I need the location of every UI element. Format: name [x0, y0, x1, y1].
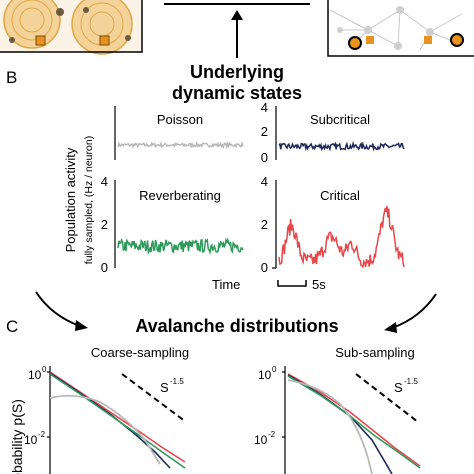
tick-subcritical-2: 2	[261, 124, 268, 139]
slope-reference-line-left	[121, 373, 187, 423]
y-tick-sub-mid-exp: -2	[268, 430, 276, 439]
panel-c-letter: C	[6, 317, 18, 336]
tick-critical-2: 2	[261, 217, 268, 232]
tile-critical: Critical	[272, 180, 405, 269]
y-tick-sub-top-exp: 0	[272, 365, 277, 374]
trace-poisson	[117, 140, 244, 150]
curve-reverberating-left	[49, 373, 186, 469]
curve-reverberating-right	[287, 375, 421, 469]
y-axis-label-fully-sampled: fully sampled, (Hz / neuron)	[83, 136, 95, 264]
coarse-sampling-illustration	[0, 0, 143, 55]
tile-title-subcritical: Subcritical	[310, 112, 370, 127]
curve-poisson-right	[287, 379, 373, 474]
plot-sub-sampling: Sub-sampling 10 0 10 -2 S -1.5	[254, 345, 421, 474]
curved-arrow-down-right-icon	[35, 291, 88, 331]
tile-title-poisson: Poisson	[157, 112, 203, 127]
curve-critical-left	[49, 371, 186, 463]
slope-label-left: S	[160, 380, 169, 395]
trace-reverberating	[117, 237, 244, 256]
slope-label-right: S	[394, 380, 403, 395]
panel-a-top-strip	[0, 0, 474, 58]
curve-subcritical-right	[287, 374, 393, 474]
trace-subcritical	[278, 140, 405, 152]
y-tick-coarse-top-exp: 0	[42, 365, 47, 374]
panel-b-heading-line-1: Underlying	[190, 62, 284, 82]
slope-exponent-left: -1.5	[170, 377, 184, 386]
time-label: Time	[212, 277, 240, 292]
scale-bar-label: 5s	[312, 277, 326, 292]
y-tick-coarse-mid-exp: -2	[38, 430, 46, 439]
slope-exponent-right: -1.5	[404, 377, 418, 386]
curve-critical-right	[287, 373, 421, 467]
tile-poisson: Poisson	[114, 106, 244, 160]
plot-title-coarse-sampling: Coarse-sampling	[91, 345, 189, 360]
curve-poisson-left	[49, 394, 161, 465]
panel-b-letter: B	[6, 68, 17, 87]
tick-subcritical-0: 0	[261, 150, 268, 165]
tick-critical-4: 4	[261, 174, 268, 189]
tile-title-critical: Critical	[320, 188, 360, 203]
curved-arrow-down-left-icon	[384, 293, 437, 333]
sub-sampling-network-illustration	[327, 0, 474, 57]
tile-reverberating: Reverberating	[114, 180, 244, 268]
curve-subcritical-left	[49, 372, 171, 469]
y-tick-sub-mid: 10	[254, 433, 268, 447]
tick-reverberating-2: 2	[101, 217, 108, 232]
tick-reverberating-0: 0	[101, 260, 108, 275]
y-axis-label-population-activity: Population activity	[63, 147, 78, 252]
y-tick-sub-top: 10	[258, 368, 272, 382]
tile-title-reverberating: Reverberating	[139, 188, 221, 203]
trace-critical	[278, 205, 405, 269]
tick-subcritical-4: 4	[261, 100, 268, 115]
panel-c-heading: Avalanche distributions	[135, 316, 338, 336]
slope-reference-line-right	[355, 373, 419, 423]
y-tick-coarse-top: 10	[28, 368, 42, 382]
tile-subcritical: Subcritical	[275, 106, 405, 160]
arrow-up-icon	[231, 10, 243, 58]
scale-bar-icon	[277, 280, 307, 287]
tick-reverberating-4: 4	[101, 174, 108, 189]
panel-b-heading-line-2: dynamic states	[172, 83, 302, 103]
plot-coarse-sampling: Coarse-sampling 10 0 10 -2 S -1.5	[24, 345, 189, 474]
plot-title-sub-sampling: Sub-sampling	[335, 345, 415, 360]
y-axis-label-probability: obability p(S)	[9, 399, 25, 474]
y-tick-coarse-mid: 10	[24, 433, 38, 447]
tick-critical-0: 0	[261, 260, 268, 275]
